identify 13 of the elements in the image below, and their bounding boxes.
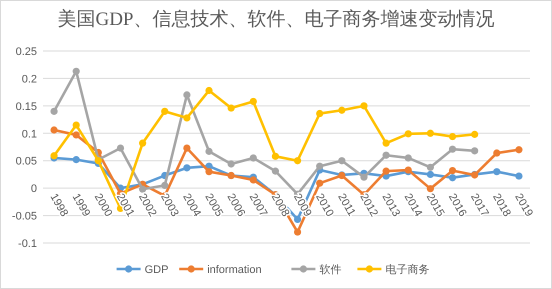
y-tick-label: 0.1	[22, 128, 37, 140]
legend-label: 电子商务	[385, 263, 430, 276]
legend-label: 软件	[319, 264, 342, 276]
y-tick-label: 0.05	[16, 156, 37, 168]
chart-title: 美国GDP、信息技术、软件、电子商务增速变动情况	[57, 8, 495, 30]
legend-label: GDP	[144, 264, 168, 276]
y-tick-label: 0	[30, 183, 37, 196]
y-tick-label: 0.25	[16, 46, 37, 58]
y-tick-label: 0.2	[22, 73, 37, 86]
y-tick-label: 0.15	[16, 100, 37, 113]
legend-label: information	[207, 264, 262, 276]
y-tick-label: -0.05	[12, 210, 37, 223]
y-tick-label: -0.1	[18, 238, 37, 250]
